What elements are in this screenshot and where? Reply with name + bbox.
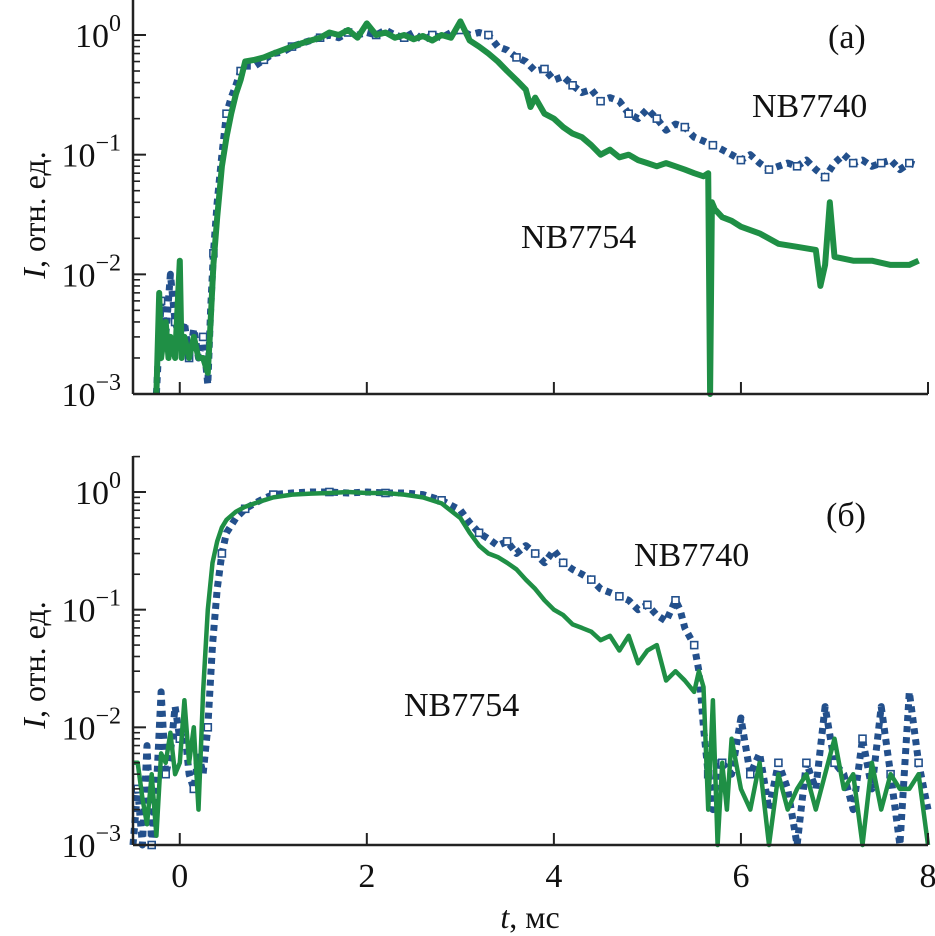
series-nb7740-point (198, 332, 208, 342)
panel-b-y-axis-title-symbol: I (16, 717, 52, 730)
panel-a: 100 10−1 10−2 10−3 (a) NB7740 NB7754 I, отн… (16, 0, 929, 414)
series-nb7740-point (512, 53, 521, 62)
panel-b: 0 2 4 6 8 100 10−1 10−2 10−3 (б) NB7740 NB7754 I… (16, 455, 935, 935)
panel-b-series-label-nb7754: NB7754 (404, 687, 519, 724)
series-nb7740-point (689, 640, 699, 650)
y-tick-label: 10−2 (61, 703, 121, 747)
y-tick-label: 100 (75, 11, 121, 55)
panel-a-series (152, 18, 920, 397)
series-nb7740-point (624, 109, 634, 118)
series-nb7740-point (680, 122, 690, 132)
series-nb7740-point (764, 165, 774, 174)
panel-a-y-axis-title-symbol: I (16, 267, 52, 280)
series-nb7740-point (484, 30, 493, 40)
panel-a-axes: 100 10−1 10−2 10−3 (61, 0, 929, 414)
series-nb7740-point (914, 758, 923, 768)
series-nb7740-point (745, 769, 755, 779)
series-nb7740-point (708, 140, 718, 150)
series-nb7740-point (820, 172, 830, 182)
series-nb7740-point (203, 722, 213, 732)
y-tick-label: 10−2 (61, 250, 121, 294)
series-nb7754-line (153, 18, 920, 397)
x-axis-title: t, мс (500, 899, 559, 935)
series-nb7740-point (502, 537, 512, 546)
series-nb7740-point (904, 158, 914, 168)
x-tick-label: 2 (358, 858, 375, 895)
panel-b-y-axis-title-unit: , отн. ед. (16, 601, 52, 718)
panel-b-series (129, 487, 932, 850)
panel-b-y-axis-title: I, отн. ед. (16, 601, 52, 729)
panel-b-label: (б) (826, 497, 866, 534)
x-tick-label: 8 (920, 858, 935, 895)
y-tick-label: 10−3 (61, 821, 121, 865)
x-tick-label: 4 (545, 858, 562, 895)
y-tick-label: 10−3 (61, 370, 121, 414)
series-nb7740-point (858, 734, 867, 744)
series-nb7740-point (161, 769, 170, 779)
series-nb7740-point (792, 162, 802, 171)
panel-a-series-label-nb7754: NB7754 (521, 219, 636, 256)
panel-a-label: (a) (828, 19, 866, 56)
series-nb7740-point (540, 64, 549, 74)
x-tick-label: 6 (732, 858, 749, 895)
series-nb7740-point (774, 758, 783, 768)
series-nb7740-point (848, 158, 858, 168)
x-axis-title-symbol: t (500, 899, 510, 935)
series-nb7740-point (643, 600, 652, 610)
panel-b-axes: 0 2 4 6 8 100 10−1 10−2 10−3 (61, 455, 935, 895)
y-tick-label: 10−1 (61, 131, 121, 175)
series-nb7754-line (133, 489, 931, 848)
series-nb7740-line (152, 26, 920, 395)
series-nb7740-point (530, 549, 540, 558)
series-nb7740-point (802, 758, 811, 768)
panel-a-y-axis-title: I, отн. ед. (16, 151, 52, 279)
series-nb7740-point (217, 549, 227, 558)
series-nb7740-point (558, 558, 568, 568)
series-nb7740-point (596, 96, 605, 106)
x-axis-title-unit: , мс (509, 899, 559, 935)
series-nb7740-point (615, 591, 624, 601)
series-nb7740-point (474, 528, 484, 538)
series-nb7740-point (652, 114, 662, 123)
series-nb7740-point (568, 81, 577, 90)
y-tick-label: 10−1 (61, 586, 121, 630)
series-nb7740-point (736, 155, 746, 165)
x-tick-label: 0 (171, 858, 188, 895)
series-nb7740-point (876, 158, 886, 168)
series-nb7740-point (671, 595, 680, 605)
y-tick-label: 100 (75, 468, 121, 512)
panel-b-series-label-nb7740: NB7740 (634, 537, 749, 574)
series-nb7740-line (129, 488, 932, 849)
panel-a-series-label-nb7740: NB7740 (752, 88, 867, 125)
series-nb7740-point (586, 575, 596, 584)
panel-a-y-axis-title-unit: , отн. ед. (16, 151, 52, 268)
